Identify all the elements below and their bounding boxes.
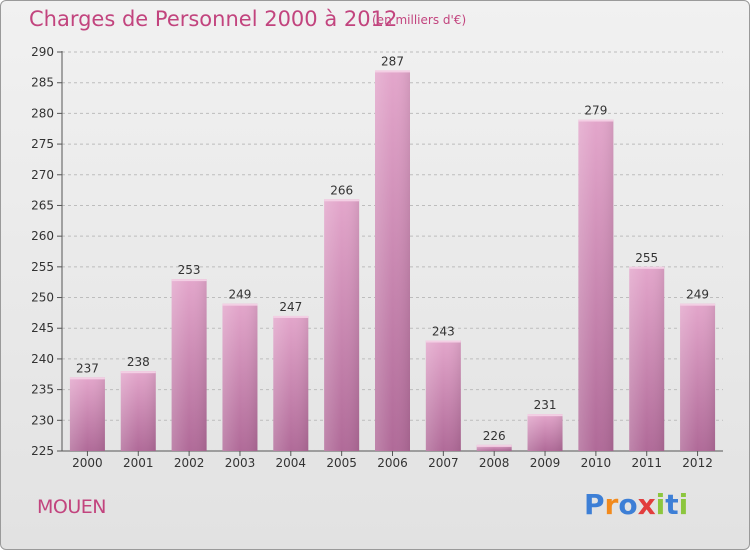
bar-value-label: 249 xyxy=(229,288,252,302)
bar-shading xyxy=(425,340,461,451)
y-tick-label: 230 xyxy=(31,413,54,427)
bar-value-label: 243 xyxy=(432,325,455,339)
x-tick-label: 2003 xyxy=(225,456,256,470)
x-tick-label: 2001 xyxy=(123,456,154,470)
proxiti-logo[interactable]: Proxiti xyxy=(584,488,688,521)
bar-value-label: 255 xyxy=(635,251,658,265)
commune-name: MOUEN xyxy=(37,496,106,518)
bar-shading xyxy=(120,371,156,451)
x-tick-label: 2012 xyxy=(682,456,713,470)
chart-title: Charges de Personnel 2000 à 2012 xyxy=(29,7,398,31)
bar-value-label: 287 xyxy=(381,54,404,68)
bar-shading xyxy=(629,266,665,451)
bar-shading xyxy=(680,303,716,451)
bar-shading xyxy=(578,119,614,452)
bar-top-highlight xyxy=(69,377,105,380)
x-tick-label: 2007 xyxy=(428,456,459,470)
bar-top-highlight xyxy=(629,266,665,269)
logo-letter: t xyxy=(665,488,679,521)
bar-shading xyxy=(527,414,563,451)
axis-layer: 225 230 235 240 245 250 255 260 265 270 275 280 285 2… xyxy=(31,45,723,470)
bar-value-label: 226 xyxy=(483,429,506,443)
y-tick-label: 235 xyxy=(31,383,54,397)
bar-top-highlight xyxy=(222,303,258,306)
bar-top-highlight xyxy=(273,315,309,318)
bar-shading xyxy=(375,70,410,452)
x-tick-label: 2004 xyxy=(276,456,307,470)
bar-value-label: 238 xyxy=(127,355,150,369)
bar-value-label: 249 xyxy=(686,288,709,302)
x-tick-label: 2009 xyxy=(530,456,561,470)
logo-letter: r xyxy=(604,488,619,521)
y-tick-label: 290 xyxy=(31,45,54,59)
bar-top-highlight xyxy=(680,303,716,306)
x-tick-label: 2005 xyxy=(326,456,357,470)
bar-shading xyxy=(273,315,309,451)
logo-letter: o xyxy=(618,488,638,521)
logo-letter: i xyxy=(678,488,689,521)
logo-letter: i xyxy=(655,488,666,521)
x-tick-label: 2008 xyxy=(479,456,510,470)
y-tick-label: 265 xyxy=(31,198,54,212)
y-tick-label: 260 xyxy=(31,229,54,243)
bar-top-highlight xyxy=(324,199,360,202)
y-tick-label: 225 xyxy=(31,444,54,458)
bar-top-highlight xyxy=(120,371,156,374)
bar-top-highlight xyxy=(425,340,461,343)
y-tick-label: 280 xyxy=(31,106,54,120)
bar-value-label: 266 xyxy=(330,183,353,197)
bar-shading xyxy=(324,199,360,451)
y-tick-label: 270 xyxy=(31,168,54,182)
bar-top-highlight xyxy=(171,279,207,282)
x-tick-label: 2006 xyxy=(377,456,408,470)
label-layer: 237 238 253 249 247 266 287 243 226 231 279 255 249 xyxy=(76,54,709,442)
bar-value-label: 247 xyxy=(279,300,302,314)
x-tick-label: 2002 xyxy=(174,456,205,470)
bar-value-label: 279 xyxy=(584,104,607,118)
bar-value-label: 253 xyxy=(178,263,201,277)
y-tick-label: 245 xyxy=(31,321,54,335)
y-tick-label: 275 xyxy=(31,137,54,151)
y-tick-label: 240 xyxy=(31,352,54,366)
bar-shading xyxy=(69,377,105,451)
x-tick-label: 2000 xyxy=(72,456,103,470)
bar-value-label: 237 xyxy=(76,361,99,375)
bar-top-highlight xyxy=(578,119,614,122)
logo-letter: P xyxy=(584,488,605,521)
bar-top-highlight xyxy=(476,444,512,447)
bar-layer xyxy=(69,70,716,452)
logo-letter: x xyxy=(637,488,656,521)
bar-top-highlight xyxy=(375,70,410,73)
y-tick-label: 250 xyxy=(31,291,54,305)
x-tick-label: 2010 xyxy=(581,456,612,470)
x-tick-label: 2011 xyxy=(631,456,662,470)
bar-shading xyxy=(171,279,207,451)
bar-value-label: 231 xyxy=(534,398,557,412)
bar-top-highlight xyxy=(527,414,563,417)
bar-shading xyxy=(222,303,258,451)
y-tick-label: 285 xyxy=(31,76,54,90)
chart-unit-note: (en milliers d'€) xyxy=(372,13,467,27)
bar-shading xyxy=(476,444,512,451)
y-tick-label: 255 xyxy=(31,260,54,274)
